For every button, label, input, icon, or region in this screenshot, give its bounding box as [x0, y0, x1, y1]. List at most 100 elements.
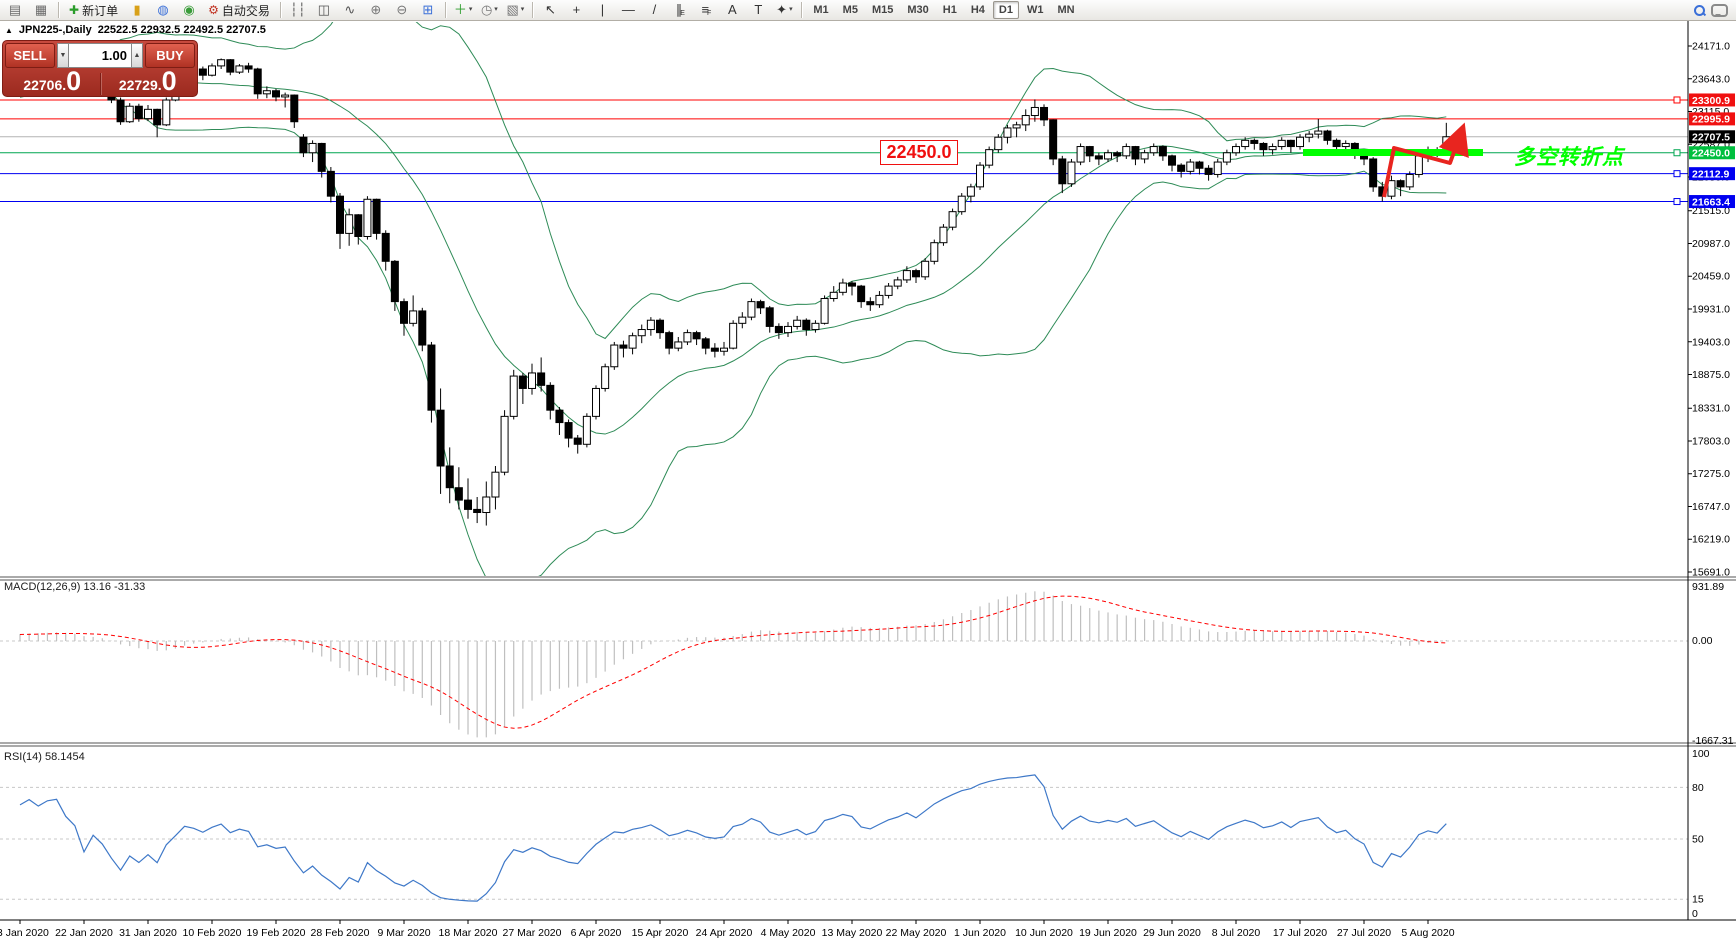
candle — [1396, 180, 1405, 188]
timeframe-button-m5[interactable]: M5 — [842, 4, 858, 16]
price-divider — [99, 73, 101, 95]
candle — [345, 214, 354, 234]
candle — [1314, 130, 1323, 135]
market-box-icon[interactable]: ▮ — [133, 2, 141, 17]
fibonacci-icon[interactable]: ≡ F — [701, 2, 712, 17]
trendline-icon[interactable]: / — [652, 2, 657, 17]
templates-icon[interactable]: ▧ ▾ — [506, 2, 525, 17]
candle — [1332, 139, 1341, 148]
candle — [912, 270, 921, 278]
timeframe-button-m30[interactable]: M30 — [907, 4, 929, 16]
turning-point-annotation[interactable]: 多空转折点 — [1514, 146, 1624, 169]
candle — [1021, 115, 1030, 126]
candle — [208, 65, 217, 76]
tile-windows-icon[interactable]: ⊞ — [422, 2, 434, 17]
axis-price-box — [1689, 93, 1735, 107]
candle — [1149, 146, 1158, 154]
axis-price-box-label: 22707.5 — [1692, 132, 1730, 144]
line-chart-mode-icon[interactable]: ∿ — [344, 2, 356, 17]
candle — [820, 298, 829, 324]
candle — [1250, 139, 1259, 144]
candle — [729, 322, 738, 349]
y-axis-tick-label: 18331.0 — [1692, 403, 1730, 415]
timeframe-button-h4[interactable]: H4 — [970, 4, 985, 16]
new-order-button[interactable]: ✚ 新订单 — [69, 3, 119, 18]
timeframe-button-d1[interactable]: D1 — [992, 1, 1019, 19]
indicators-icon[interactable]: ＋ ▾ — [453, 2, 473, 17]
date-axis-label: 22 May 2020 — [886, 927, 947, 939]
timeframe-button-m1[interactable]: M1 — [813, 4, 829, 16]
support-price-label[interactable]: 22450.0 — [880, 140, 958, 165]
candle — [637, 329, 646, 337]
vertical-line-icon[interactable]: | — [600, 2, 605, 17]
new-chart-icon[interactable]: ▤ — [8, 2, 22, 17]
candle — [738, 316, 747, 324]
chat-icon[interactable] — [1711, 3, 1728, 17]
candle — [1177, 164, 1186, 172]
bar-chart-mode-icon[interactable]: ┆┆ — [290, 2, 306, 17]
rsi-scale-label: 50 — [1692, 834, 1704, 846]
community-icon[interactable]: ◍ — [157, 2, 169, 17]
candle — [1067, 161, 1076, 185]
y-axis-tick-label: 18875.0 — [1692, 369, 1730, 381]
one-click-trading-panel: SELL ▼ ▲ BUY 22706.0 22729.0 — [2, 40, 198, 97]
candle — [153, 108, 162, 126]
timeframe-button-w1[interactable]: W1 — [1026, 4, 1044, 16]
channel-icon[interactable]: ∥ E — [675, 2, 685, 17]
date-axis-label: 9 Mar 2020 — [377, 927, 430, 939]
crosshair-icon[interactable]: + — [572, 2, 581, 17]
macd-indicator-label: MACD(12,26,9) 13.16 -31.33 — [4, 581, 146, 593]
buy-button[interactable]: BUY — [145, 43, 195, 68]
cursor-icon[interactable]: ↖ — [544, 2, 556, 17]
macd-signal-line — [19, 595, 1447, 729]
candle — [893, 279, 902, 287]
auto-trading-button[interactable]: ⚙ 自动交易 — [208, 3, 270, 18]
horizontal-line-icon[interactable]: — — [621, 2, 635, 17]
line-handle[interactable] — [1673, 96, 1681, 104]
axis-price-box-label: 23300.9 — [1692, 95, 1730, 107]
text-label-icon[interactable]: T — [754, 2, 763, 17]
signals-icon[interactable]: ◉ — [183, 2, 195, 17]
volume-increase-button[interactable]: ▲ — [131, 43, 143, 68]
zoom-out-icon[interactable]: ⊖ — [396, 2, 408, 17]
text-icon[interactable]: A — [728, 2, 737, 17]
sell-button[interactable]: SELL — [5, 43, 55, 68]
toolbar-separator — [444, 2, 446, 18]
candle — [720, 347, 729, 352]
candlestick-mode-icon[interactable]: ◫ — [317, 2, 330, 17]
volume-input[interactable] — [69, 43, 131, 68]
y-axis-tick-label: 23643.0 — [1692, 73, 1730, 85]
arrows-icon[interactable]: ✦ ▾ — [776, 2, 793, 17]
candles — [16, 49, 1451, 526]
candle — [628, 335, 637, 349]
timeframe-button-m15[interactable]: M15 — [871, 4, 894, 16]
timeframe-button-h1[interactable]: H1 — [942, 4, 957, 16]
chart-profile-icon[interactable]: ▦ — [34, 2, 48, 17]
line-handle[interactable] — [1673, 170, 1681, 178]
line-handle[interactable] — [1673, 149, 1681, 157]
y-axis-tick-label: 17803.0 — [1692, 435, 1730, 447]
buy-price-display[interactable]: 22729.0 — [118, 66, 177, 96]
periods-icon[interactable]: ◷ ▾ — [480, 2, 498, 17]
timeframe-button-mn[interactable]: MN — [1057, 4, 1075, 16]
toolbar-separator — [801, 2, 803, 18]
candle — [363, 198, 372, 237]
zoom-in-icon[interactable]: ⊕ — [370, 2, 382, 17]
toolbar-separator — [532, 2, 534, 18]
y-axis-tick-label: 20987.0 — [1692, 238, 1730, 250]
one-click-panel-toggle[interactable]: ▲ — [5, 25, 13, 35]
chart-title-bar: ▲ JPN225-,Daily 22522.5 22932.5 22492.5 … — [5, 24, 266, 36]
date-axis-label: 29 Jun 2020 — [1143, 927, 1201, 939]
candle — [125, 105, 134, 123]
toolbar-separator — [279, 2, 281, 18]
search-icon[interactable] — [1694, 4, 1705, 16]
sell-price-display[interactable]: 22706.0 — [23, 66, 82, 96]
candle — [418, 310, 427, 346]
date-axis-label: 4 May 2020 — [761, 927, 816, 939]
axis-price-box-label: 22995.9 — [1692, 114, 1730, 126]
line-handle[interactable] — [1673, 198, 1681, 206]
candle — [464, 499, 473, 510]
trend-arrow-annotation[interactable] — [1382, 122, 1469, 198]
volume-decrease-button[interactable]: ▼ — [57, 43, 69, 68]
